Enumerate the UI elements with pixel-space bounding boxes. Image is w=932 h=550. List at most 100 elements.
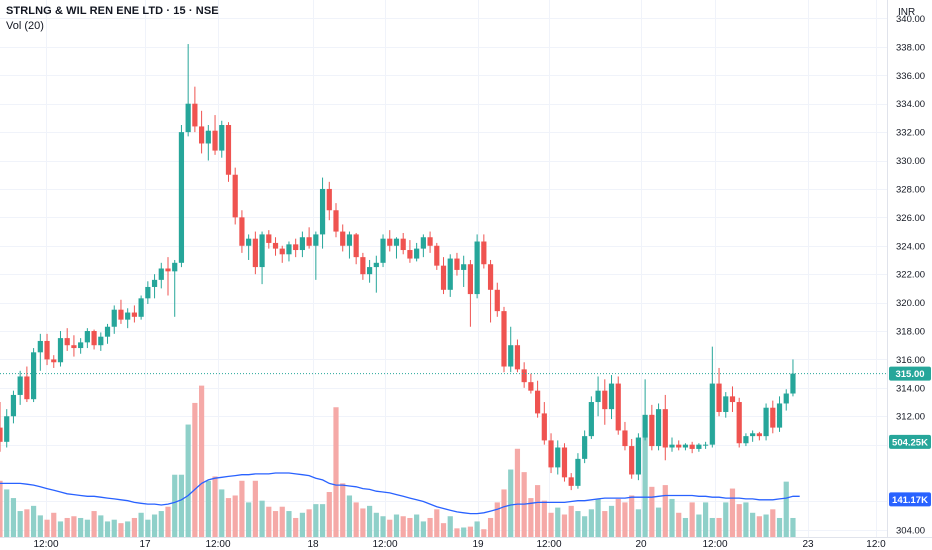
volume-bar (286, 511, 292, 537)
candle-body (246, 238, 252, 246)
volume-bar (763, 514, 769, 537)
candle-body (528, 382, 534, 391)
candle-body (467, 264, 473, 295)
candle-body (481, 241, 487, 265)
last-volume-badge-bg (889, 434, 931, 449)
candle-body (145, 286, 151, 299)
candle-body (642, 414, 648, 438)
volume-bar (655, 507, 662, 537)
candle-body (521, 369, 527, 383)
candle-body (333, 210, 339, 232)
volume-bar (125, 521, 131, 537)
x-tick-label: 12:00 (205, 539, 230, 550)
candle-body (37, 340, 43, 353)
volume-bar (299, 512, 305, 537)
candle-body (750, 433, 756, 437)
volume-bar (461, 527, 467, 537)
chart-legend: STRLNG & WIL REN ENE LTD · 15 · NSE Vol … (6, 4, 219, 34)
candle-body (340, 231, 346, 246)
volume-bar (24, 509, 30, 537)
candle-body (407, 250, 413, 259)
volume-bar (427, 517, 433, 537)
y-tick-label: 320.00 (896, 298, 925, 309)
volume-bar (756, 516, 762, 537)
volume-bar (279, 506, 285, 537)
time-axis-background[interactable] (0, 538, 932, 550)
candle-body (306, 237, 312, 246)
candle-body (716, 383, 722, 412)
volume-indicator-label[interactable]: Vol (20) (6, 20, 44, 32)
volume-bar (541, 500, 547, 537)
volume-bar (367, 505, 373, 537)
volume-bar (729, 488, 736, 537)
volume-bar (776, 517, 783, 537)
candle-body (165, 268, 171, 272)
candle-body (44, 340, 50, 360)
volume-bar (703, 502, 709, 537)
candle-body (723, 396, 729, 412)
candle-body (461, 264, 467, 270)
volume-bar (709, 517, 715, 537)
volume-bar (622, 502, 628, 537)
volume-ma-line (0, 472, 800, 515)
volume-bar (185, 424, 191, 537)
volume-bar (37, 515, 43, 537)
volume-bar (487, 517, 494, 537)
candle-body (118, 309, 124, 320)
candle-body (71, 345, 77, 349)
volume-bar (682, 517, 689, 537)
candle-body (763, 407, 769, 437)
volume-bar (595, 498, 601, 537)
y-tick-label: 314.00 (896, 383, 925, 394)
y-tick-label: 326.00 (896, 213, 925, 224)
volume-bar (158, 511, 164, 537)
candle-body (10, 394, 17, 417)
volume-bar (64, 517, 70, 537)
y-tick-label: 334.00 (896, 99, 925, 110)
y-tick-label: 318.00 (896, 327, 925, 338)
x-tick-label: 23 (802, 539, 814, 550)
candle-body (682, 444, 689, 448)
volume-bar (743, 502, 749, 537)
candle-body (622, 430, 628, 447)
y-tick-label: 330.00 (896, 156, 925, 167)
volume-bar (736, 504, 742, 537)
volume-bar (420, 521, 426, 537)
candle-body (286, 244, 292, 255)
volume-bar (400, 516, 406, 537)
x-tick-label: 12:00 (536, 539, 561, 550)
candle-body (84, 331, 90, 343)
candle-body (790, 373, 796, 394)
volume-bar (71, 516, 77, 537)
volume-bar (467, 526, 473, 537)
candle-body (219, 125, 225, 151)
volume-bar (151, 514, 158, 537)
candle-body (4, 416, 10, 442)
candle-body (709, 383, 715, 445)
volume-bar (4, 489, 10, 537)
volume-bar (131, 517, 137, 537)
symbol-title[interactable]: STRLNG & WIL REN ENE LTD · 15 · NSE (6, 5, 219, 17)
candle-body (125, 312, 131, 320)
candle-body (172, 262, 178, 272)
volume-bar (608, 505, 615, 537)
volume-bar (138, 512, 144, 537)
volume-bar (266, 506, 272, 537)
volume-bar (676, 512, 682, 537)
volume-bar (17, 511, 23, 537)
candle-body (588, 402, 594, 437)
y-tick-label: 312.00 (896, 412, 925, 423)
candle-body (676, 444, 682, 448)
volume-bar (145, 519, 151, 537)
volume-ma-badge-bg (889, 492, 931, 507)
currency-label[interactable]: INR (898, 7, 916, 18)
candle-body (17, 376, 23, 395)
candle-body (487, 264, 494, 290)
volume-bar (0, 480, 3, 537)
volume-bar (199, 385, 205, 537)
candle-body (427, 237, 433, 246)
candle-body (91, 331, 97, 346)
volume-bar (615, 498, 621, 537)
y-tick-label: 332.00 (896, 128, 925, 139)
